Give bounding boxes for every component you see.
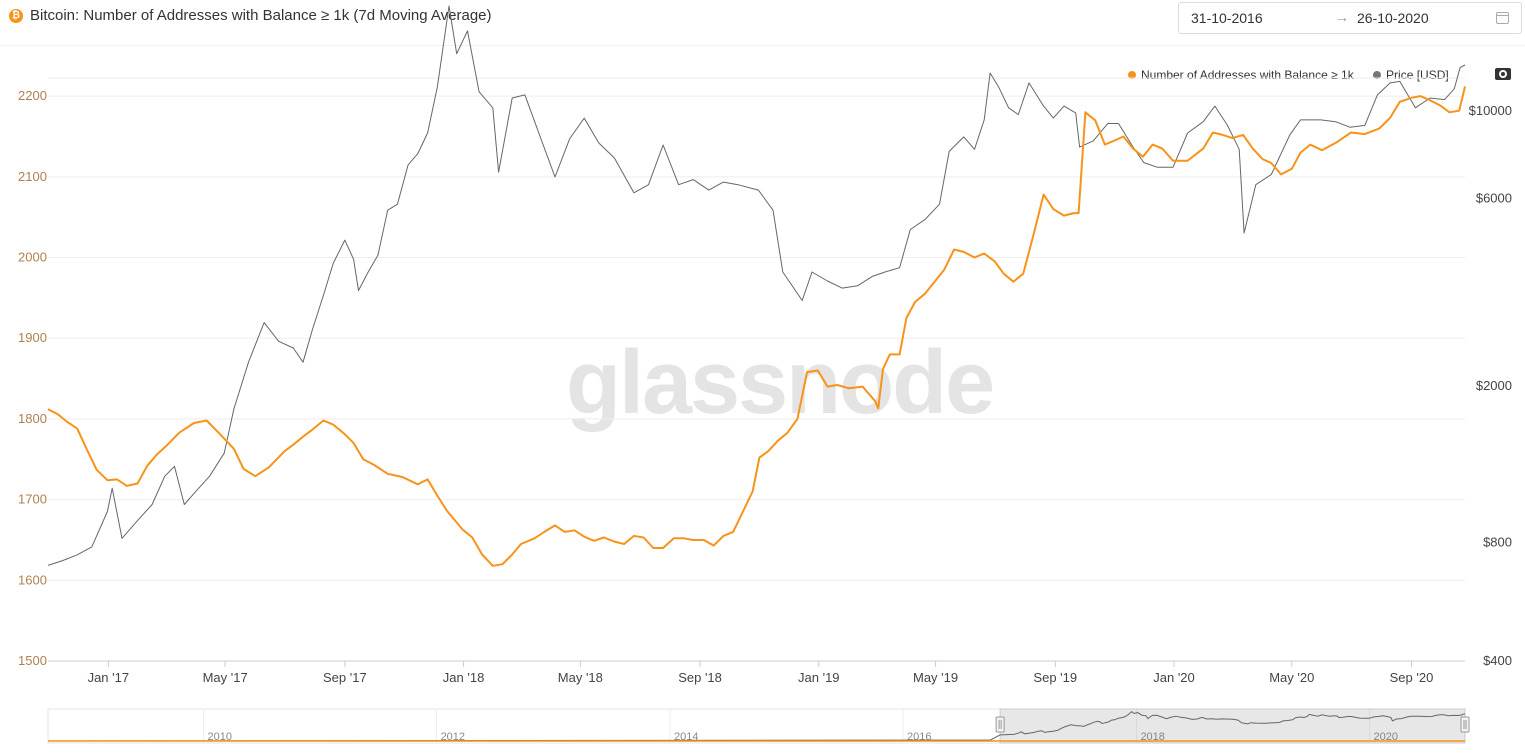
x-tick-label: Sep '19: [1033, 670, 1077, 685]
left-axis: 1500 1600 1700 1800 1900 2000 2100 2200: [18, 88, 47, 668]
navigator[interactable]: 201020122014201620182020: [47, 708, 1470, 744]
y-right-tick-label: $800: [1483, 535, 1512, 550]
x-tick-label: May '17: [203, 670, 248, 685]
arrow-right-icon: →: [1335, 9, 1349, 25]
navigator-tick-label: 2018: [1140, 731, 1164, 743]
navigator-selection: [999, 708, 1466, 744]
series-line-price: [47, 5, 1466, 566]
navigator-frame: [47, 708, 1466, 744]
date-start-input[interactable]: 31-10-2016: [1191, 10, 1263, 26]
grid-lines: [48, 77, 1465, 662]
chart-title: Bitcoin: Number of Addresses with Balanc…: [30, 7, 492, 24]
x-tick-label: May '18: [558, 670, 603, 685]
chart-header: ₿ Bitcoin: Number of Addresses with Bala…: [0, 0, 1525, 46]
y-left-tick-label: 1900: [18, 330, 47, 345]
y-left-tick-label: 1800: [18, 411, 47, 426]
x-axis: Jan '17 May '17 Sep '17 Jan '18 May '18 Sep '…: [48, 660, 1465, 685]
y-left-tick-label: 2100: [18, 169, 47, 184]
series-line-addresses: [47, 86, 1466, 567]
x-tick-label: Jan '18: [443, 670, 485, 685]
y-left-tick-label: 2000: [18, 250, 47, 265]
date-range-picker[interactable]: 31-10-2016 → 26-10-2020: [1178, 2, 1522, 34]
x-tick-label: Sep '18: [678, 670, 722, 685]
date-end-input[interactable]: 26-10-2020: [1357, 10, 1429, 26]
camera-icon[interactable]: [1495, 68, 1511, 80]
navigator-tick-label: 2010: [207, 731, 231, 743]
x-tick-label: Sep '17: [323, 670, 367, 685]
watermark: glassnode: [566, 333, 995, 433]
navigator-handle-left[interactable]: [995, 716, 1005, 733]
y-right-tick-label: $6000: [1476, 190, 1512, 205]
y-left-tick-label: 1700: [18, 492, 47, 507]
y-right-tick-label: $400: [1483, 653, 1512, 668]
x-tick-label: Sep '20: [1390, 670, 1434, 685]
y-right-tick-label: $2000: [1476, 378, 1512, 393]
right-axis: $400 $800 $2000 $6000 $10000: [1469, 103, 1512, 668]
x-tick-label: May '19: [913, 670, 958, 685]
x-tick-label: May '20: [1269, 670, 1314, 685]
y-left-tick-label: 2200: [18, 88, 47, 103]
x-tick-label: Jan '19: [798, 670, 840, 685]
legend-dot-price: [1373, 71, 1382, 79]
navigator-price-line: [47, 710, 1466, 742]
x-tick-label: Jan '20: [1153, 670, 1195, 685]
bitcoin-icon: ₿: [9, 9, 23, 23]
y-right-tick-label: $10000: [1469, 103, 1512, 118]
calendar-icon[interactable]: [1496, 12, 1509, 24]
series-lines: [47, 5, 1466, 567]
legend-dot-addresses: [1128, 71, 1136, 79]
y-left-tick-label: 1600: [18, 572, 47, 587]
navigator-handle-right[interactable]: [1460, 716, 1470, 733]
navigator-tick-label: 2020: [1374, 731, 1398, 743]
navigator-tick-label: 2012: [441, 731, 465, 743]
y-left-tick-label: 1500: [18, 653, 47, 668]
x-tick-label: Jan '17: [88, 670, 130, 685]
